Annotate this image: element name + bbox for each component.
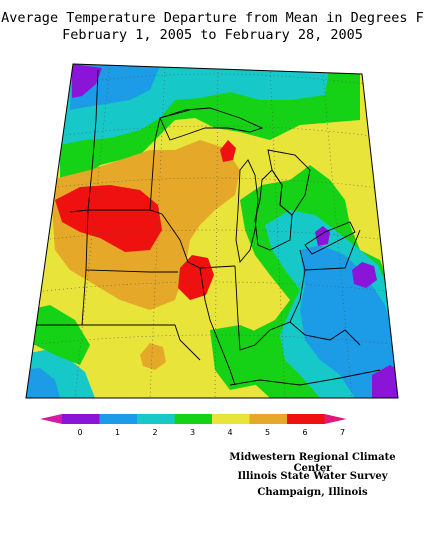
- credit-line-1: Midwestern Regional Climate Center: [229, 452, 396, 474]
- contour-region-0-1-michigan: [315, 226, 330, 246]
- legend-tick-label: 2: [152, 428, 157, 437]
- lake-superior-outline: [159, 107, 264, 141]
- legend-swatch: [99, 414, 137, 424]
- legend-tick-label: 7: [340, 428, 345, 437]
- lake-erie-outline: [304, 221, 356, 255]
- legend-arrow-high: [324, 414, 347, 424]
- state-boundaries: [30, 69, 381, 386]
- contour-region-5-6-south: [140, 343, 166, 370]
- contour-region-0-1-east: [352, 262, 377, 288]
- legend-tick-label: 3: [190, 428, 195, 437]
- contour-region-1-2-sw: [26, 368, 60, 398]
- legend-tick-label: 0: [77, 428, 82, 437]
- michigan-lower-peninsula: [254, 169, 293, 251]
- temperature-contour-fills: [26, 64, 398, 398]
- map-title-line-2: February 1, 2005 to February 28, 2005: [62, 27, 363, 43]
- contour-region-3-4-south: [210, 325, 270, 390]
- contour-region-6-7-west: [55, 185, 162, 252]
- legend-swatch: [62, 414, 100, 424]
- lake-michigan-outline: [235, 159, 259, 264]
- legend-arrow-low: [40, 414, 62, 424]
- contour-region-6-7-center: [178, 255, 214, 300]
- legend-swatch: [174, 414, 212, 424]
- legend-tick-label: 1: [115, 428, 120, 437]
- map-title-line-1: Average Temperature Departure from Mean …: [1, 10, 424, 26]
- contour-region-0-1-nw: [72, 64, 102, 98]
- credit-line-3: Champaign, Illinois: [257, 487, 368, 498]
- latlon-grid: [29, 64, 398, 398]
- great-lakes-outlines: [159, 107, 356, 264]
- legend-swatch: [137, 414, 175, 424]
- legend-swatch: [287, 414, 325, 424]
- credit-line-2: Illinois State Water Survey: [237, 471, 388, 482]
- legend-tick-label: 5: [265, 428, 270, 437]
- contour-region-6-7-north: [220, 140, 236, 162]
- legend-swatch: [249, 414, 287, 424]
- contour-region-0-1-se: [372, 365, 398, 398]
- map-domain-frame: [25, 63, 399, 399]
- contour-region-1-2-east: [300, 245, 398, 398]
- contour-region-3-4-sw: [26, 305, 90, 365]
- legend-tick-label: 6: [302, 428, 307, 437]
- legend-tick-label: 4: [227, 428, 232, 437]
- color-legend: 0 1 2 3 4 5 6 7: [40, 414, 347, 437]
- legend-swatch: [212, 414, 250, 424]
